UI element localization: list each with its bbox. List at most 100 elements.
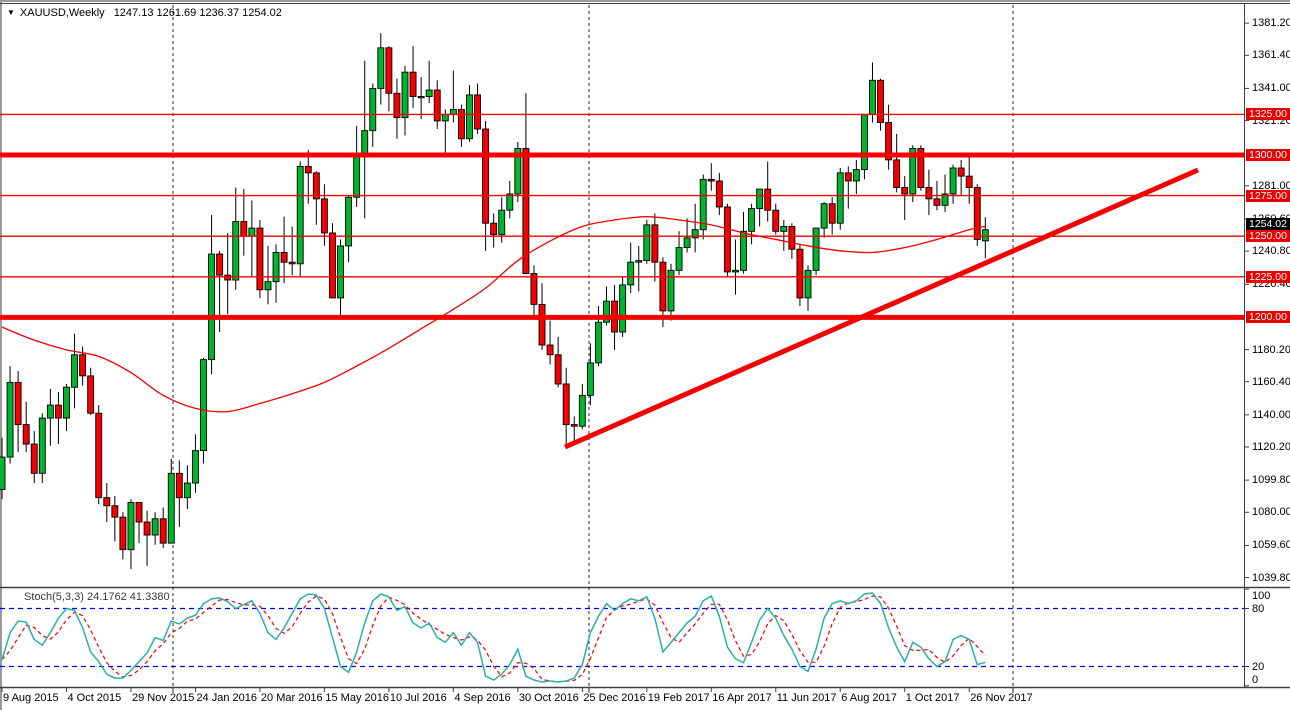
candlestick-up [425,89,433,97]
candlestick-up [63,386,70,419]
candlestick-down [457,109,465,140]
candlestick-up [804,269,812,299]
candlestick-up [401,71,409,119]
stoch-scale-label: 20 [1252,660,1265,673]
candlestick-up [449,109,457,115]
date-tick-label: 20 Mar 2016 [260,692,323,704]
candlestick-down [901,187,909,195]
date-tick-label: 24 Jan 2016 [196,692,257,704]
price-level-label: 1200.00 [1246,311,1290,324]
candlestick-down [772,209,780,232]
stoch-main-line [1,592,986,683]
candlestick-up [869,79,876,115]
candlestick-down [707,178,715,182]
candlestick-down [216,253,224,276]
candlestick-down [143,521,151,536]
candlestick-up [369,87,377,132]
candlestick-up [820,203,828,229]
candlestick-up [619,284,627,333]
date-tick-label: 16 Apr 2017 [712,692,772,704]
candlestick-up [643,224,651,262]
candlestick-up [949,167,957,195]
current-price-label: 1254.02 [1246,217,1290,230]
candlestick-up [71,354,78,388]
candlestick-up [345,196,353,247]
candlestick-up [127,502,135,551]
candlestick-up [417,96,425,99]
candlestick-up [909,148,917,195]
candlestick-up [6,381,14,458]
candlestick-down [554,354,562,385]
candlestick-down [522,148,530,275]
candlestick-down [14,381,22,426]
candlestick-down [482,128,490,224]
date-tick-label: 4 Oct 2015 [67,692,122,704]
candlestick-up [248,227,256,237]
candlestick-up [506,193,514,211]
candlestick-down [30,443,38,474]
ascending-trendline [563,167,1200,450]
candlestick-up [38,417,46,474]
candlestick-down [796,248,804,299]
candlestick-down [256,227,264,291]
stoch-indicator-label: Stoch(5,3,3) 24.1762 41.3380 [24,591,170,603]
date-tick-label: 9 Aug 2015 [3,692,59,704]
candlestick-down [723,206,731,273]
chart-title-symbol: XAUUSD,Weekly [19,7,105,19]
candlestick-up [586,362,594,396]
candlestick-up [812,227,820,271]
candlestick-down [490,222,498,236]
candlestick-down [280,251,288,263]
candlestick-up [603,300,610,323]
date-tick-label: 4 Sep 2016 [454,692,511,704]
candlestick-down [973,187,981,240]
candlestick-up [183,482,191,499]
candlestick-up [748,208,756,232]
candlestick-up [941,193,949,206]
candlestick-down [965,175,973,188]
candlestick-up [208,253,216,361]
candlestick-up [191,450,199,484]
candlestick-down [320,198,328,234]
candlestick-up [377,47,385,89]
price-tick-label: 1281.00 [1252,179,1290,192]
candlestick-down [885,122,893,161]
price-tick-label: 1180.20 [1252,343,1290,356]
candlestick-up [232,221,240,281]
candlestick-up [514,148,522,195]
candlestick-down [95,412,103,499]
candlestick-down [925,187,933,200]
candlestick-down [715,180,723,208]
candlestick-up [683,237,691,249]
candlestick-down [385,47,393,94]
stoch-scale-label: 100 [1252,590,1271,603]
date-tick-label: 10 Jul 2016 [389,692,447,704]
date-tick-label: 19 Feb 2017 [647,692,710,704]
candlestick-down [530,273,538,305]
candlestick-down [159,518,167,544]
price-level-label: 1300.00 [1246,149,1290,161]
candlestick-down [562,383,570,426]
candlestick-up [200,359,207,452]
candlestick-up [691,229,699,239]
candlestick-up [46,404,54,419]
date-tick-label: 25 Dec 2016 [583,692,646,704]
price-tick-label: 1140.00 [1252,408,1290,421]
candlestick-down [538,303,546,346]
candlestick-up [756,188,764,210]
candlestick-up [272,251,280,283]
candlestick-down [224,274,232,281]
candlestick-down [893,159,901,188]
candlestick-down [22,424,30,445]
symbol-dropdown-icon[interactable]: ▼ [7,8,15,17]
candlestick-down [957,167,965,177]
candlestick-up [151,518,159,536]
date-tick-label: 1 Oct 2017 [905,692,960,704]
candlestick-down [546,344,554,356]
candlestick-down [175,472,183,499]
price-level-label: 1275.00 [1246,189,1290,202]
candlestick-down [87,375,95,414]
price-tick-label: 1120.20 [1252,440,1290,453]
candlestick-down [933,198,941,206]
